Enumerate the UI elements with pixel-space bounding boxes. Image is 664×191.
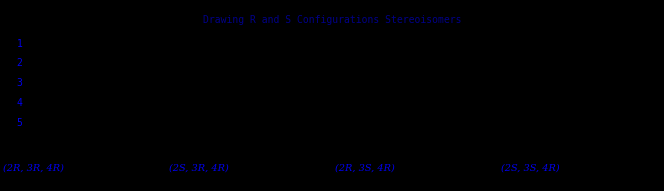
Text: (2R, 3R, 4R): (2R, 3R, 4R): [3, 164, 64, 173]
Text: (2S, 3S, 4R): (2S, 3S, 4R): [501, 164, 560, 173]
Text: Drawing R and S Configurations Stereoisomers: Drawing R and S Configurations Stereoiso…: [203, 15, 461, 25]
Text: (2R, 3S, 4R): (2R, 3S, 4R): [335, 164, 395, 173]
Text: (2S, 3R, 4R): (2S, 3R, 4R): [169, 164, 229, 173]
Text: 4: 4: [17, 98, 23, 108]
Text: 2: 2: [17, 58, 23, 68]
Text: 3: 3: [17, 78, 23, 88]
Text: 1: 1: [17, 39, 23, 49]
Text: 5: 5: [17, 118, 23, 128]
